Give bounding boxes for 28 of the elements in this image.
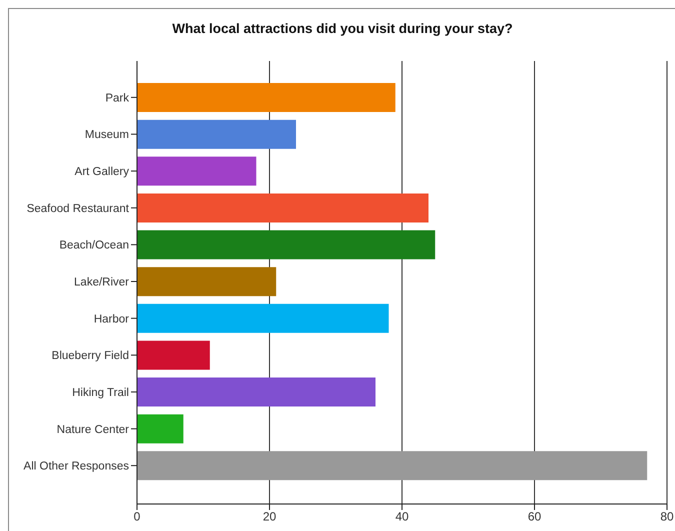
bar [137, 83, 396, 112]
bar [137, 156, 256, 186]
bar [137, 267, 276, 296]
y-tick-label: Lake/River [74, 276, 130, 288]
x-tick-label: 40 [395, 510, 409, 524]
y-tick-label: Blueberry Field [52, 350, 129, 362]
x-tick-label: 20 [262, 510, 276, 524]
bar [137, 120, 296, 149]
bar [137, 193, 428, 222]
y-tick-label: Nature Center [56, 424, 130, 436]
chart-title: What local attractions did you visit during your stay? [171, 21, 514, 36]
x-tick-label: 0 [134, 510, 141, 524]
y-tick-label: Harbor [94, 313, 130, 326]
y-tick-label: Park [105, 92, 130, 104]
x-tick-label: 60 [528, 510, 542, 524]
y-tick-label: All Other Responses [24, 460, 130, 473]
y-tick-label: Art Gallery [74, 166, 130, 178]
bar [137, 451, 648, 480]
x-tick-label: 80 [660, 510, 674, 524]
bar [137, 340, 210, 370]
y-tick-label: Museum [84, 129, 129, 142]
bar [137, 414, 184, 444]
bar [137, 230, 436, 260]
bar [137, 304, 389, 333]
y-tick-label: Beach/Ocean [59, 240, 129, 252]
bar [137, 378, 376, 407]
y-tick-label: Hiking Trail [72, 386, 129, 399]
y-tick-label: Seafood Restaurant [26, 202, 130, 215]
